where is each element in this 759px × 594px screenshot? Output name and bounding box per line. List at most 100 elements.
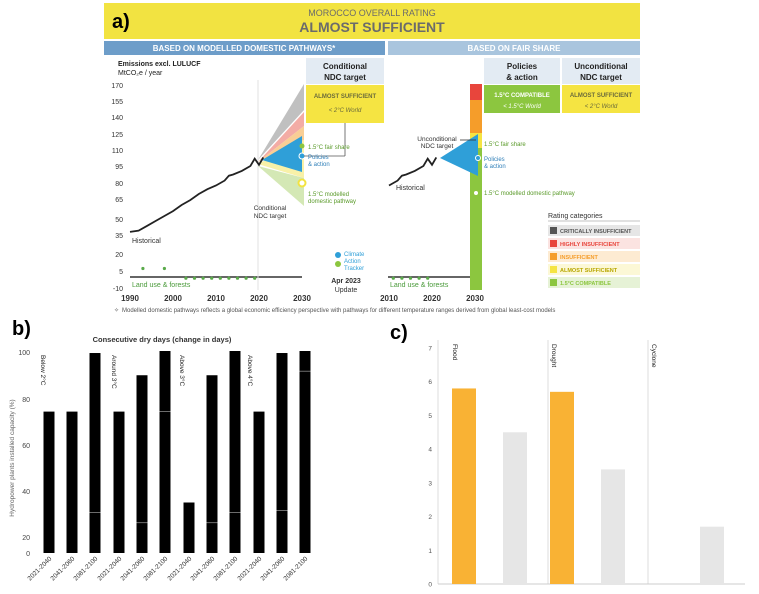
panel-c-grid bbox=[437, 340, 745, 585]
cond-box-world: < 2°C World bbox=[329, 108, 362, 114]
cond-box-rating-bg bbox=[306, 85, 384, 123]
uncond-ndc-label-1: Unconditional bbox=[417, 136, 457, 143]
uncond-box-rating: ALMOST SUFFICIENT bbox=[570, 93, 633, 99]
policies-box-title-2: & action bbox=[506, 73, 538, 82]
land-use-point-right bbox=[417, 276, 421, 280]
y-tick: 35 bbox=[115, 233, 123, 240]
land-use-point bbox=[253, 276, 257, 280]
y-tick: 170 bbox=[111, 83, 123, 90]
fair-share-bar-highly bbox=[470, 84, 482, 100]
y-tick: 125 bbox=[111, 132, 123, 139]
legend-row-bg bbox=[548, 251, 640, 262]
cat-logo-icon-2 bbox=[335, 261, 341, 267]
panel-a-climate-action-tracker: a) MOROCCO OVERALL RATING ALMOST SUFFICI… bbox=[104, 3, 640, 314]
panel-c-hazard-chart: c) 0 1 2 3 4 5 6 7 Flood Drought Cyclone bbox=[390, 322, 745, 589]
land-use-point bbox=[141, 266, 145, 271]
cat-logo-1: Climate bbox=[344, 252, 365, 258]
policies-action-cone-left bbox=[262, 136, 302, 172]
x-tick: 2010 bbox=[380, 294, 398, 303]
land-use-point bbox=[201, 276, 205, 280]
x-axis-ticks-right: 2010 2020 2030 bbox=[380, 294, 484, 303]
legend-label: CRITICALLY INSUFFICIENT bbox=[560, 229, 632, 235]
cat-logo-2: Action bbox=[344, 259, 361, 265]
bar bbox=[229, 351, 241, 553]
y-axis-ticks: 170 155 140 125 110 95 80 65 50 35 20 5 … bbox=[111, 83, 123, 293]
y-tick: 5 bbox=[119, 269, 123, 276]
policies-box bbox=[484, 58, 560, 84]
critically-insufficient-range bbox=[258, 84, 304, 160]
conditional-ndc-label-2: NDC target bbox=[254, 213, 287, 220]
land-use-series bbox=[141, 266, 430, 280]
conditional-ndc-label-1: Conditional bbox=[254, 205, 287, 212]
rating-categories-legend: CRITICALLY INSUFFICIENT HIGHLY INSUFFICIE… bbox=[548, 225, 640, 288]
fair-share-marker-left bbox=[299, 143, 305, 149]
y-tick: 5 bbox=[428, 413, 432, 420]
bar bbox=[503, 432, 527, 584]
bar bbox=[159, 351, 171, 553]
legend-label: 1.5°C COMPATIBLE bbox=[560, 281, 611, 287]
policies-marker-right bbox=[475, 155, 481, 161]
policies-label-right-2: & action bbox=[484, 164, 506, 170]
y-tick: -10 bbox=[113, 286, 123, 293]
panel-a-letter: a) bbox=[112, 11, 130, 33]
policies-action-label-1: Policies bbox=[308, 155, 329, 161]
land-use-label-right: Land use & forests bbox=[390, 282, 449, 289]
bar bbox=[601, 469, 625, 584]
uncond-box-title-1: Unconditional bbox=[574, 62, 627, 71]
policies-action-label-2: & action bbox=[308, 162, 330, 168]
panel-b-ylabel: Hydropower plants installed capacity (%) bbox=[9, 399, 16, 516]
y-tick: 40 bbox=[22, 489, 30, 496]
overall-rating-label: MOROCCO OVERALL RATING bbox=[308, 8, 436, 18]
cond-box-title-2: NDC target bbox=[324, 73, 366, 82]
legend-swatch bbox=[550, 227, 557, 234]
land-use-point-right bbox=[391, 276, 395, 280]
panel-c-group-labels: Flood Drought Cyclone bbox=[451, 344, 657, 368]
panel-c-y-ticks: 0 1 2 3 4 5 6 7 bbox=[428, 346, 432, 589]
panel-b-bars bbox=[43, 351, 311, 553]
legend-row-bg bbox=[548, 264, 640, 275]
land-use-point bbox=[235, 276, 240, 280]
x-axis-ticks-left: 1990 2000 2010 2020 2030 bbox=[121, 294, 311, 303]
y-tick: 65 bbox=[115, 197, 123, 204]
panel-c-bars bbox=[452, 388, 724, 584]
bar bbox=[276, 353, 288, 553]
compatible-range bbox=[258, 166, 304, 206]
group-label: Flood bbox=[451, 344, 458, 361]
land-use-point-right bbox=[426, 276, 430, 280]
y-tick: 2 bbox=[428, 514, 432, 521]
land-use-point bbox=[218, 276, 222, 280]
historical-series-right bbox=[388, 156, 438, 187]
bar bbox=[206, 375, 218, 553]
y-tick: 80 bbox=[115, 181, 123, 188]
insufficient-range bbox=[258, 126, 304, 162]
cond-box-title-1: Conditional bbox=[323, 62, 367, 71]
legend-row-bg bbox=[548, 277, 640, 288]
y-tick: 20 bbox=[115, 252, 123, 259]
right-header-bar bbox=[388, 41, 640, 55]
policies-box-rating-bg bbox=[484, 85, 560, 113]
x-tick: 2030 bbox=[293, 294, 311, 303]
x-tick: 1990 bbox=[121, 294, 139, 303]
panel-b-group-labels: Below 2°C Around 3°C Above 3°C Above 4°C bbox=[39, 355, 254, 389]
group-label: Cyclone bbox=[650, 344, 657, 368]
y-axis-unit: MtCO₂e / year bbox=[118, 70, 163, 77]
cat-logo-icon bbox=[335, 252, 341, 258]
y-tick: 110 bbox=[112, 148, 123, 155]
y-tick: 0 bbox=[26, 551, 30, 558]
panel-c-letter: c) bbox=[390, 322, 408, 344]
fair-share-bar-insufficient bbox=[470, 100, 482, 133]
y-axis-title: Emissions excl. LULUCF bbox=[118, 61, 201, 68]
panel-b-y-ticks: 100 80 60 40 20 0 bbox=[18, 350, 30, 558]
y-tick: 6 bbox=[428, 379, 432, 386]
historical-label-right: Historical bbox=[396, 185, 425, 192]
y-tick: 80 bbox=[22, 397, 30, 404]
x-tick-label: 2081-2100 bbox=[212, 555, 239, 582]
modelled-pathway-label-1: 1.5°C modelled bbox=[308, 192, 349, 198]
highly-insufficient-range bbox=[258, 112, 304, 162]
uncond-ndc-label-2: NDC target bbox=[421, 143, 454, 150]
bar bbox=[253, 411, 265, 553]
update-date: Apr 2023 bbox=[331, 278, 361, 285]
cond-box bbox=[306, 58, 384, 84]
bar bbox=[700, 526, 724, 584]
fair-share-label: 1.5°C fair share bbox=[308, 145, 350, 151]
